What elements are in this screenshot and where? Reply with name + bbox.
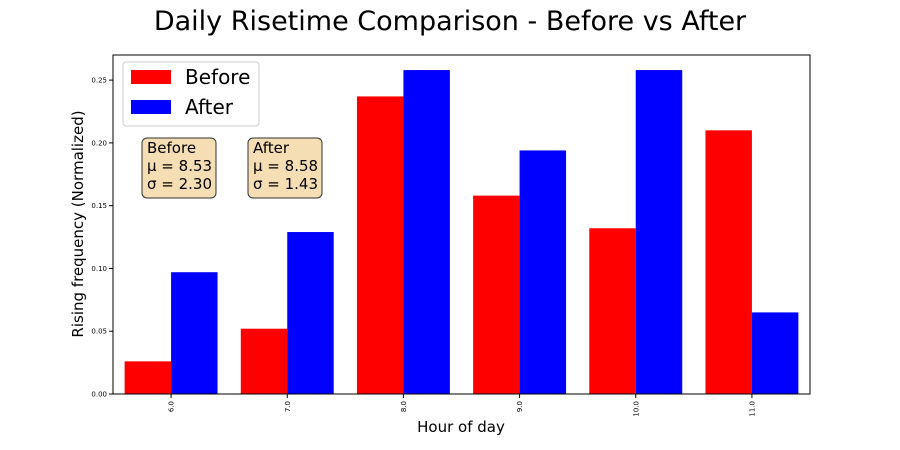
stats-line: σ = 1.43 [253,175,318,193]
bars-layer [124,70,799,395]
bar-before-6.0 [124,361,172,394]
bar-after-6.0 [171,272,218,394]
bar-after-7.0 [287,232,334,394]
stats-box-after [247,137,323,199]
stats-line: Before [147,139,196,157]
chart-title: Daily Risetime Comparison - Before vs Af… [154,6,747,37]
y-tick-label: 0.20 [91,139,107,147]
y-axis-label: Rising frequency (Normalized) [69,110,87,337]
x-axis: 6.0 7.0 8.0 9.0 10.0 11.0 [168,394,756,417]
y-tick-label: 0.10 [91,265,107,273]
bar-before-10.0 [589,228,636,394]
y-tick-label: 0.15 [91,202,107,210]
x-tick-label: 9.0 [516,401,524,412]
stats-line: σ = 2.30 [147,175,212,193]
bar-after-11.0 [751,312,799,394]
x-tick-label: 10.0 [632,401,640,417]
legend-label-after: After [185,95,234,119]
x-tick-label: 11.0 [748,401,756,417]
y-tick-label: 0.25 [91,77,107,85]
stats-line: μ = 8.53 [147,157,212,175]
x-tick-label: 6.0 [168,401,176,412]
bar-before-9.0 [473,195,520,394]
stats-box-before [141,137,217,199]
bar-before-8.0 [356,96,404,394]
legend: Before After [122,61,260,127]
bar-after-8.0 [403,70,450,395]
y-tick-label: 0.00 [91,391,107,399]
y-tick-label: 0.05 [91,328,107,336]
legend-swatch-after [131,100,171,114]
stats-line: μ = 8.58 [253,157,318,175]
y-axis: 0.00 0.05 0.10 0.15 0.20 0.25 [91,77,113,399]
x-axis-label: Hour of day [417,418,505,436]
x-tick-label: 7.0 [284,401,292,412]
legend-label-before: Before [185,65,250,89]
stats-line: After [253,139,290,157]
bar-after-9.0 [519,150,567,394]
bar-before-11.0 [705,130,752,395]
x-tick-label: 8.0 [400,401,408,412]
legend-swatch-before [131,70,171,84]
plot-frame [112,54,811,395]
bar-before-7.0 [240,328,288,394]
bar-after-10.0 [635,70,683,395]
